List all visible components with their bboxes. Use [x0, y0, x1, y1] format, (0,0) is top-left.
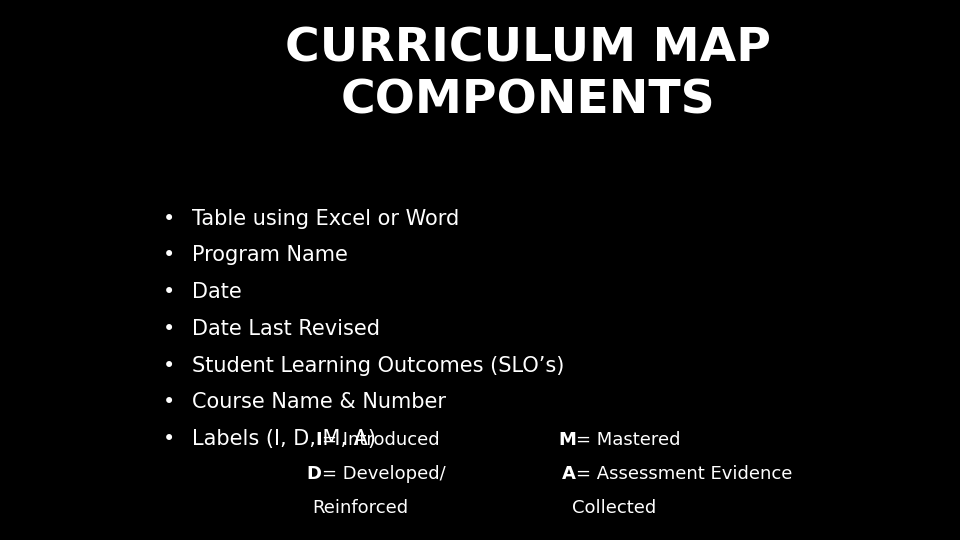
Text: Course Name & Number: Course Name & Number [192, 392, 446, 413]
Text: •: • [162, 208, 175, 229]
Text: •: • [162, 245, 175, 266]
Text: Reinforced: Reinforced [312, 499, 408, 517]
Text: •: • [162, 392, 175, 413]
Text: Date Last Revised: Date Last Revised [192, 319, 380, 339]
Text: = Assessment Evidence: = Assessment Evidence [576, 465, 792, 483]
Text: •: • [162, 319, 175, 339]
Text: Collected: Collected [572, 499, 657, 517]
Text: = Mastered: = Mastered [576, 431, 681, 449]
Text: Student Learning Outcomes (SLO’s): Student Learning Outcomes (SLO’s) [192, 355, 564, 376]
Text: CURRICULUM MAP
COMPONENTS: CURRICULUM MAP COMPONENTS [285, 27, 771, 124]
Text: •: • [162, 282, 175, 302]
Text: Program Name: Program Name [192, 245, 348, 266]
Text: I: I [315, 431, 322, 449]
Text: Labels (I, D, M, A): Labels (I, D, M, A) [192, 429, 376, 449]
Text: •: • [162, 355, 175, 376]
Text: Table using Excel or Word: Table using Excel or Word [192, 208, 459, 229]
Text: A: A [563, 465, 576, 483]
Text: D: D [306, 465, 322, 483]
Text: M: M [558, 431, 576, 449]
Text: = Developed/: = Developed/ [322, 465, 445, 483]
Text: = Introduced: = Introduced [322, 431, 440, 449]
Text: Date: Date [192, 282, 242, 302]
Text: •: • [162, 429, 175, 449]
